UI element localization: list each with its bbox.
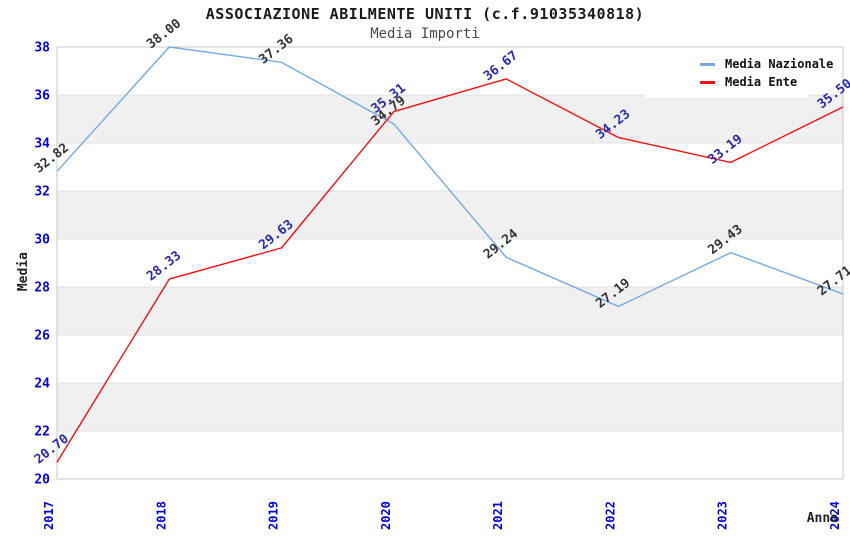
series-line-media-nazionale — [56, 46, 844, 308]
legend: Media Nazionale Media Ente — [645, 48, 833, 98]
y-tick-label: 24 — [34, 377, 50, 392]
grid-band — [57, 191, 843, 239]
y-tick-label: 26 — [34, 329, 50, 344]
x-tick-label: 2020 — [379, 501, 393, 530]
x-axis-label: Anno — [806, 511, 838, 526]
x-tick-label: 2017 — [42, 501, 56, 530]
legend-item-label: Media Nazionale — [725, 57, 834, 71]
x-tick-label: 2021 — [491, 501, 505, 530]
y-tick-label: 30 — [34, 233, 50, 248]
x-tick-label: 2023 — [716, 501, 730, 530]
y-tick-label: 28 — [34, 281, 50, 296]
grid-band — [57, 287, 843, 335]
legend-marker-line-icon — [700, 62, 715, 66]
grid-band — [57, 383, 843, 431]
y-tick-label: 32 — [34, 185, 50, 200]
legend-item-media-nazionale: Media Nazionale — [645, 57, 833, 71]
series-line-media-ente — [56, 78, 844, 463]
plot-border — [56, 46, 844, 480]
legend-marker-line-icon — [700, 80, 715, 84]
grid-band — [57, 95, 843, 143]
y-tick-label: 36 — [34, 89, 50, 104]
data-label-media-ente: 28.33 — [144, 248, 184, 284]
x-tick-label: 2022 — [603, 501, 617, 530]
data-label-media-ente: 36.67 — [481, 48, 521, 84]
y-axis-label: Media — [16, 252, 31, 292]
x-tick-label: 2019 — [267, 501, 281, 530]
y-tick-label: 34 — [34, 137, 50, 152]
y-tick-label: 38 — [34, 41, 50, 56]
chart-subtitle: Media Importi — [370, 26, 480, 42]
legend-item-label: Media Ente — [725, 75, 798, 89]
x-tick-label: 2018 — [154, 501, 168, 530]
y-tick-label: 20 — [34, 473, 50, 488]
y-tick-label: 22 — [34, 425, 50, 440]
legend-item-media-ente: Media Ente — [645, 75, 808, 89]
chart-title: ASSOCIAZIONE ABILMENTE UNITI (c.f.910353… — [205, 5, 645, 23]
x-tick-label: 2024 — [828, 501, 842, 530]
